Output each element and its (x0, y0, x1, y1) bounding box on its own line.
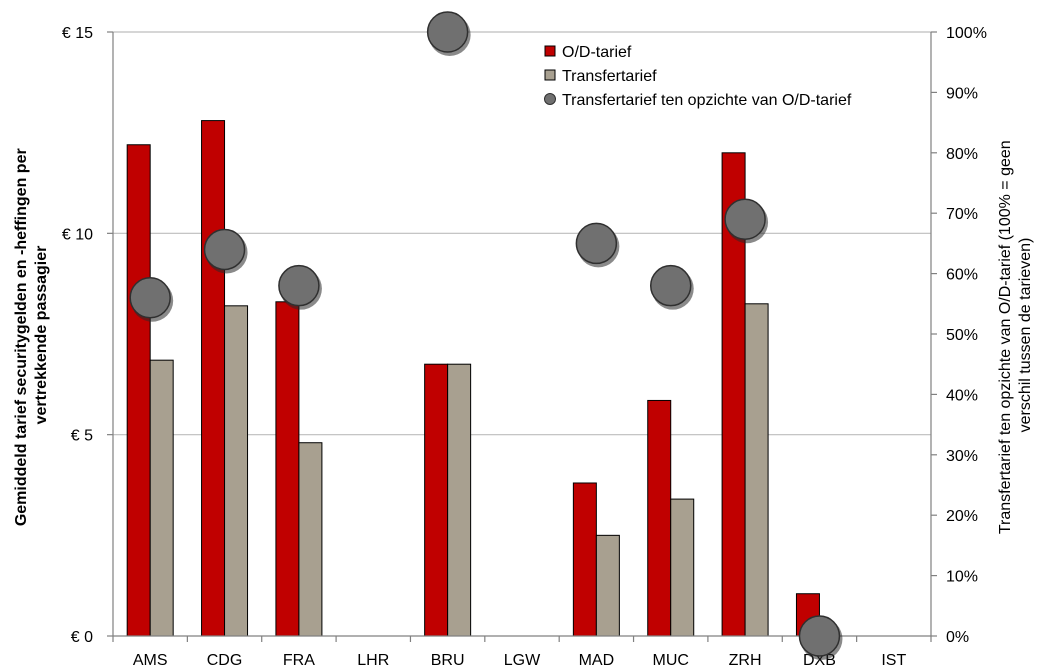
x-tick-label: LHR (357, 652, 389, 669)
bar-transfer-ams (149, 359, 174, 637)
left-axis-title-line2: vertrekkende passagier (33, 246, 50, 425)
point-ratio-muc (649, 264, 692, 307)
right-axis-title: Transfertarief ten opzichte van O/D-tari… (997, 136, 1034, 534)
right-tick-label: 30% (946, 448, 978, 465)
bar-od-muc (647, 399, 672, 637)
bar-od-ams (126, 144, 151, 637)
x-tick-label: CDG (207, 652, 243, 669)
bars (126, 120, 820, 637)
bar-od-fra (275, 301, 300, 637)
right-tick-label: 70% (946, 206, 978, 223)
bar-transfer-zrh (744, 303, 769, 637)
x-tick-label: FRA (283, 652, 315, 669)
x-tick-label: MUC (653, 652, 689, 669)
bar-transfer-bru (447, 363, 472, 637)
right-tick-label: 10% (946, 569, 978, 586)
right-axis-title-line1: Transfertarief ten opzichte van O/D-tari… (997, 140, 1014, 534)
left-axis-title: Gemiddeld tarief securitygelden en -heff… (13, 144, 50, 526)
x-tick-label: ZRH (729, 652, 762, 669)
legend: O/D-tarief Transfertarief Transfertarief t… (544, 44, 852, 109)
right-tick-label: 20% (946, 508, 978, 525)
right-tick-label: 60% (946, 267, 978, 284)
axes: € 0 € 5 € 10 € 15 0% 10% 20% 30% 40% 50% 60% 70% 80%… (62, 25, 987, 669)
legend-swatch-1 (544, 69, 556, 81)
right-tick-label: 100% (946, 25, 987, 42)
right-tick-label: 50% (946, 327, 978, 344)
point-ratio-bru (426, 11, 469, 53)
legend-swatch-0 (544, 45, 556, 57)
point-ratio-ams (129, 277, 171, 319)
point-ratio-zrh (724, 198, 766, 240)
x-tick-label: AMS (133, 652, 168, 669)
right-axis-title-line2: verschil tussen de tarieven) (1017, 238, 1034, 433)
left-tick-label: € 10 (62, 226, 93, 243)
legend-label-1: Transfertarief (562, 68, 657, 85)
bar-transfer-cdg (224, 305, 249, 637)
legend-label-2: Transfertarief ten opzichte van O/D-tari… (562, 92, 852, 109)
point-ratio-mad (575, 222, 618, 265)
x-tick-label: IST (881, 652, 906, 669)
bar-transfer-muc (670, 498, 695, 637)
point-ratio-cdg (203, 228, 246, 271)
legend-label-0: O/D-tarief (562, 44, 632, 61)
left-axis-title-line1: Gemiddeld tarief securitygelden en -heff… (13, 148, 30, 526)
gridlines (113, 31, 931, 436)
x-tick-label: LGW (504, 652, 541, 669)
x-tick-label: BRU (431, 652, 465, 669)
bar-transfer-fra (298, 442, 323, 637)
left-tick-label: € 5 (71, 428, 93, 445)
right-tick-label: 80% (946, 146, 978, 163)
right-tick-label: 40% (946, 387, 978, 404)
bar-transfer-mad (595, 534, 620, 637)
left-tick-label: € 0 (71, 629, 93, 646)
point-ratio-dxb (798, 615, 841, 657)
x-tick-label: MAD (579, 652, 615, 669)
bar-od-mad (572, 482, 597, 637)
right-tick-label: 0% (946, 629, 969, 646)
bar-od-bru (424, 363, 449, 637)
left-tick-label: € 15 (62, 25, 93, 42)
legend-swatch-2 (544, 93, 556, 105)
ratio-points (129, 11, 843, 660)
right-tick-label: 90% (946, 85, 978, 102)
point-ratio-fra (278, 264, 320, 307)
bar-od-cdg (201, 120, 226, 637)
